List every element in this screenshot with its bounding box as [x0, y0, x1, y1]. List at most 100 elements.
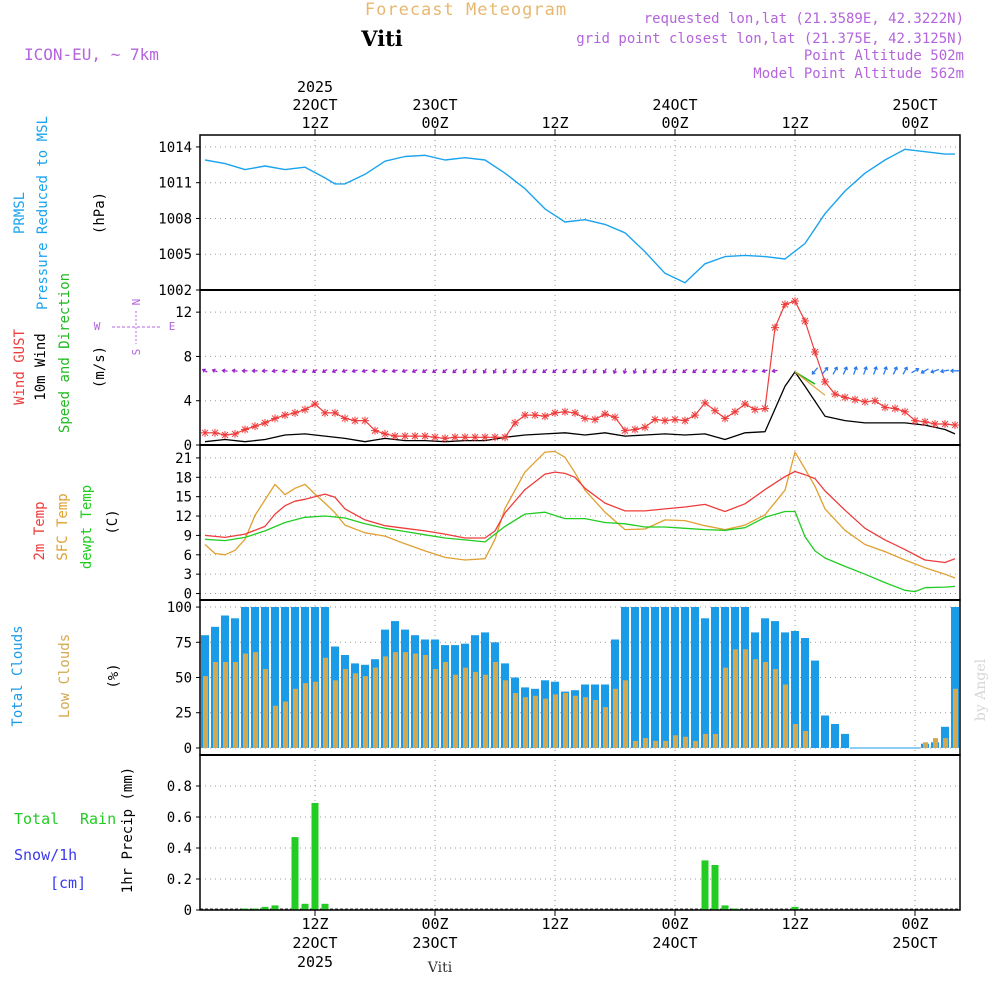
low-clouds-bar	[513, 693, 518, 748]
wind-arrow-head	[301, 368, 306, 374]
compass-east: E	[169, 320, 176, 333]
wind-arrow-head	[271, 368, 276, 374]
temp-sfc-label: SFC Temp	[55, 493, 71, 560]
wind-direction-arrow	[692, 368, 698, 374]
wind-arrow-head	[915, 367, 920, 372]
wind-direction-segment-orange	[794, 371, 826, 396]
requested-coords: requested lon,lat (21.3589E, 42.3222N)	[644, 11, 964, 27]
precip-ytick-label: 0.6	[167, 810, 192, 826]
wind-arrow-head	[522, 369, 527, 374]
pressure-ytick-label: 1011	[158, 176, 192, 192]
wind-gust-marker-stroke	[811, 348, 819, 356]
low-clouds-bar	[703, 733, 708, 748]
snow-label: Snow/1h	[14, 846, 77, 864]
wind-gust-marker	[731, 407, 739, 416]
wind-gust-marker	[891, 404, 899, 413]
wind-gust-marker	[461, 433, 469, 442]
wind-gust-marker-stroke	[241, 426, 249, 433]
pressure-msl-label: Pressure Reduced to MSL	[35, 116, 51, 310]
wind-arrow-shaft	[832, 367, 838, 375]
wind-arrow-head	[421, 369, 426, 374]
wind-direction-arrow	[221, 368, 228, 374]
total-clouds-bar	[291, 607, 299, 748]
low-clouds-bar	[323, 657, 328, 748]
temp-ytick-label: 6	[184, 548, 192, 564]
total-clouds-bar	[671, 607, 679, 748]
clouds-ytick-label: 50	[175, 671, 192, 687]
wind-gust-label: Wind GUST	[12, 329, 28, 405]
total-clouds-bar	[811, 660, 819, 748]
rain-bar	[701, 860, 709, 910]
wind-gust-marker-stroke	[311, 400, 319, 408]
low-clouds-bar	[773, 669, 778, 748]
wind-arrow-head	[622, 370, 628, 375]
wind-gust-marker-stroke	[271, 415, 279, 422]
wind-gust-marker	[841, 393, 849, 402]
wind-direction-arrow	[211, 368, 218, 373]
wind-gust-marker	[771, 323, 779, 332]
wind-gust-marker-stroke	[381, 430, 389, 438]
wind-direction-arrow	[311, 369, 318, 374]
wind-arrow-head	[893, 366, 898, 371]
wind-direction-arrow	[811, 367, 819, 375]
total-clouds-bar	[841, 733, 849, 748]
temp-ytick-label: 21	[175, 451, 192, 467]
grid-point-coords: grid point closest lon,lat (21.375E, 42.…	[576, 31, 964, 47]
wind-gust-marker-stroke	[941, 420, 949, 428]
wind-gust-marker-stroke	[301, 406, 309, 413]
wind-arrow-shaft	[842, 366, 848, 375]
wind-direction-arrow	[702, 368, 708, 373]
wind-gust-marker-stroke	[691, 411, 699, 419]
wind-gust-marker	[821, 377, 829, 386]
wind-gust-marker	[481, 433, 489, 442]
pressure-ytick-label: 1008	[158, 211, 192, 227]
wind-gust-marker	[781, 300, 789, 309]
wind-gust-marker	[681, 416, 689, 425]
precip-ytick-label: 0	[184, 903, 192, 919]
wind-speed-line	[204, 371, 956, 443]
footer-location: Viti	[427, 960, 453, 976]
wind-arrow-head	[241, 368, 246, 374]
wind-gust-marker	[631, 425, 639, 434]
wind-gust-marker-stroke	[511, 419, 519, 427]
wind-direction-arrow	[672, 368, 678, 374]
low-clouds-bar	[443, 662, 448, 748]
total-clouds-label: Total Clouds	[10, 625, 26, 726]
bottom-time-label: 12Z	[301, 915, 328, 933]
wind-gust-marker-stroke	[621, 427, 629, 434]
plot-background	[200, 135, 960, 910]
wind-gust-marker	[601, 410, 609, 418]
wind-unit: (m/s)	[92, 346, 108, 388]
wind-direction-arrow	[452, 368, 458, 374]
total-clouds-bar	[691, 607, 699, 748]
wind-arrow-head	[761, 368, 766, 374]
wind-gust-marker	[621, 426, 629, 435]
wind-direction-arrow	[761, 368, 768, 374]
wind-gust-marker	[271, 414, 279, 423]
wind-gust-marker-stroke	[361, 417, 369, 424]
wind-gust-marker	[641, 423, 649, 432]
wind-gust-marker	[241, 425, 249, 434]
total-clouds-bar	[281, 607, 289, 748]
wind-gust-marker	[571, 408, 579, 417]
wind-gust-marker	[451, 433, 459, 442]
wind-gust-marker	[421, 432, 429, 441]
wind-gust-marker-stroke	[321, 409, 329, 417]
low-clouds-bar	[283, 701, 288, 748]
wind-ytick-label: 12	[175, 305, 192, 321]
wind-direction-arrow	[421, 369, 428, 374]
wind-gust-marker	[691, 411, 699, 420]
wind-gust-marker-stroke	[791, 297, 799, 305]
wind-direction-arrow	[842, 366, 848, 375]
low-clouds-bar	[423, 655, 428, 748]
low-clouds-bar	[953, 688, 958, 748]
wind-gust-marker	[251, 422, 259, 431]
rain-bar	[291, 837, 299, 910]
wind-arrow-head	[873, 366, 878, 371]
wind-gust-marker-stroke	[601, 410, 609, 418]
bottom-time-label: 12Z	[541, 915, 568, 933]
wind-gust-marker-stroke	[451, 433, 459, 441]
wind-gust-marker	[811, 348, 819, 356]
wind-arrow-head	[321, 369, 326, 374]
wind-direction-arrow	[821, 366, 829, 375]
